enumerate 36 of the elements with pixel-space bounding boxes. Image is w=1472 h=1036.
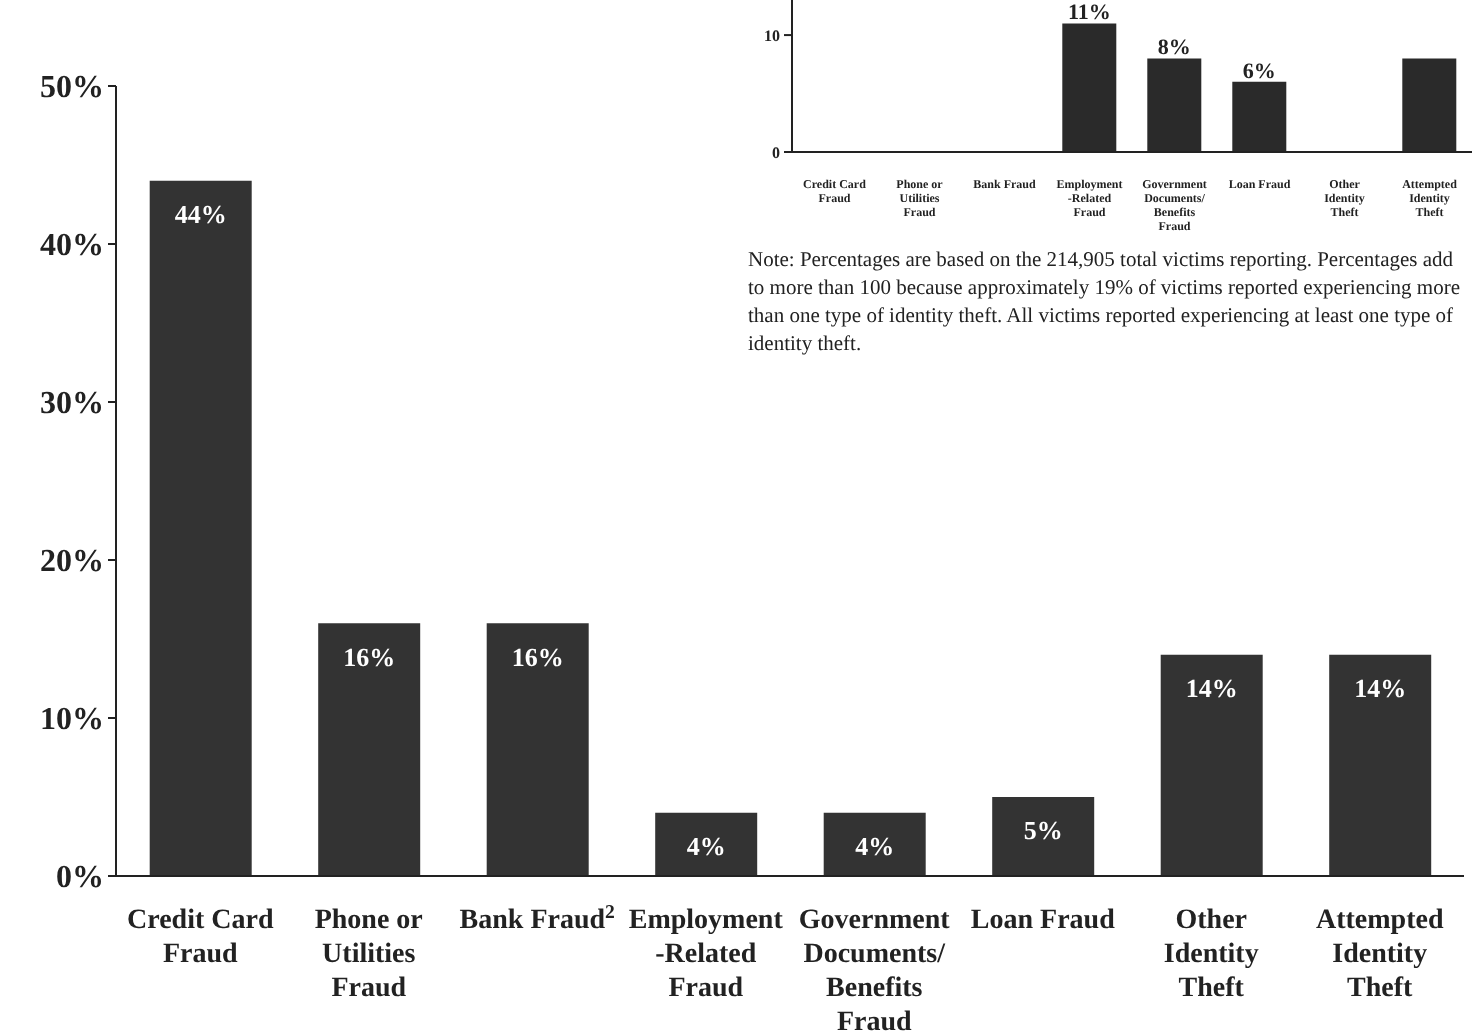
bar — [823, 812, 926, 876]
data-label: 4% — [855, 831, 895, 862]
y-tick-label: 10 — [764, 26, 780, 45]
data-label: 16% — [343, 641, 396, 672]
x-tick-label: Bank Fraud$^{2}$ — [459, 901, 616, 936]
bar — [1160, 654, 1263, 876]
y-tick-label: 20% — [40, 545, 104, 580]
data-label: 6% — [1242, 59, 1276, 84]
x-tick-label: Phone or Utilities Fraud — [314, 906, 423, 1004]
x-tick-label: Employment-Related Fraud — [628, 906, 784, 1004]
y-tick-label: 10% — [40, 703, 104, 738]
data-label: 14% — [1354, 673, 1407, 704]
bar — [992, 797, 1095, 876]
bar — [486, 623, 589, 876]
y-tick-label: 50% — [40, 71, 104, 106]
x-tick-label: Credit Card Fraud — [127, 906, 274, 970]
x-tick-label: Government Documents/ Benefits Fraud — [798, 906, 951, 1036]
bar — [655, 812, 758, 876]
y-tick-label: 0 — [772, 143, 780, 162]
x-tick-label: Attempted Identity Theft — [1315, 906, 1444, 1004]
y-tick-label: 30% — [40, 387, 104, 422]
bar — [1329, 654, 1432, 876]
bar — [318, 623, 421, 876]
y-tick-label: 0% — [56, 861, 104, 896]
data-label: 8% — [1157, 36, 1191, 61]
annotation: Note: Percentages are based on the 214,905 total victims reporting. Percentages add to more than 100 because approximately 19% of victims reported experiencing more than one type of identity theft. All victims reported experiencing at least one type of identity theft. — [746, 248, 1463, 360]
data-label: 11% — [1067, 1, 1111, 26]
x-tick-label: Other Identity Theft — [1163, 906, 1259, 1004]
data-label: 5% — [1023, 815, 1063, 846]
bar — [149, 180, 252, 876]
data-label: 44% — [174, 199, 227, 230]
data-label: 4% — [686, 831, 726, 862]
x-tick-label: Loan Fraud — [970, 906, 1116, 936]
data-label: 16% — [511, 641, 564, 672]
data-label: 14% — [1185, 673, 1238, 704]
y-tick-label: 40% — [40, 229, 104, 264]
